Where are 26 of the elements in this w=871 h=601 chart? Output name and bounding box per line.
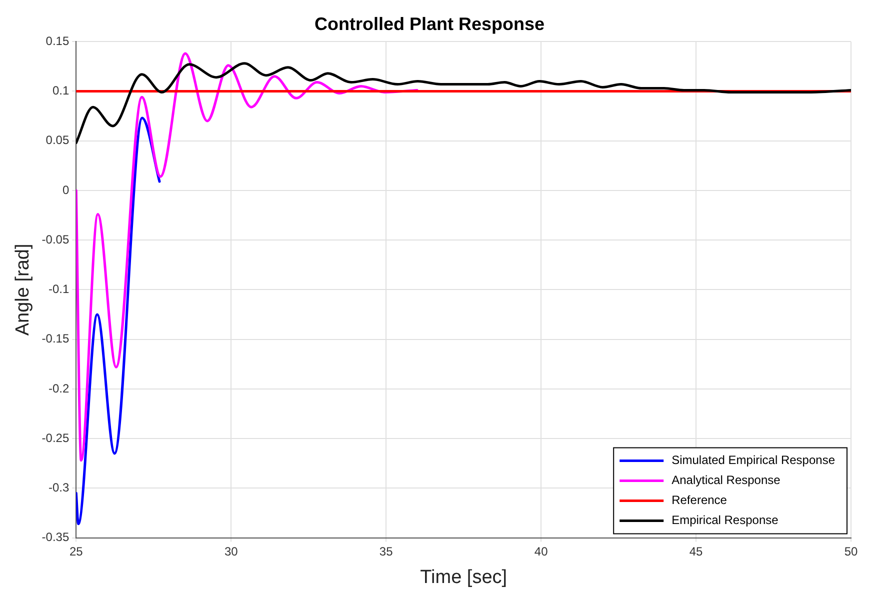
line-series <box>76 116 161 526</box>
legend-label: Simulated Empirical Response <box>672 453 836 468</box>
x-tick-label: 25 <box>69 544 84 558</box>
y-tick-label: 0.15 <box>46 34 70 48</box>
x-axis-title: Time [sec] <box>420 566 508 588</box>
y-tick-label: -0.2 <box>48 381 70 396</box>
y-tick-label: 0.1 <box>52 84 70 98</box>
x-tick-label: 35 <box>379 544 394 558</box>
y-tick-label: -0.15 <box>42 332 70 346</box>
legend-label: Reference <box>672 493 728 508</box>
legend-label: Analytical Response <box>672 473 781 488</box>
y-tick-label: 0 <box>62 182 70 197</box>
y-tick-label: -0.35 <box>42 530 70 544</box>
y-tick-label: -0.1 <box>48 282 70 296</box>
x-tick-label: 30 <box>224 544 238 558</box>
x-tick-label: 50 <box>844 544 858 558</box>
legend-label: Empirical Response <box>672 513 779 528</box>
line-series <box>76 52 418 462</box>
y-tick-label: -0.25 <box>42 430 70 445</box>
x-tick-label: 45 <box>689 544 704 558</box>
y-tick-label: 0.05 <box>46 133 70 148</box>
y-axis-title: Angle [rad] <box>12 244 34 336</box>
chart-title: Controlled Plant Response <box>314 14 545 34</box>
y-tick-label: -0.3 <box>48 480 70 494</box>
x-tick-label: 40 <box>534 544 548 558</box>
y-tick-label: -0.05 <box>42 232 70 246</box>
